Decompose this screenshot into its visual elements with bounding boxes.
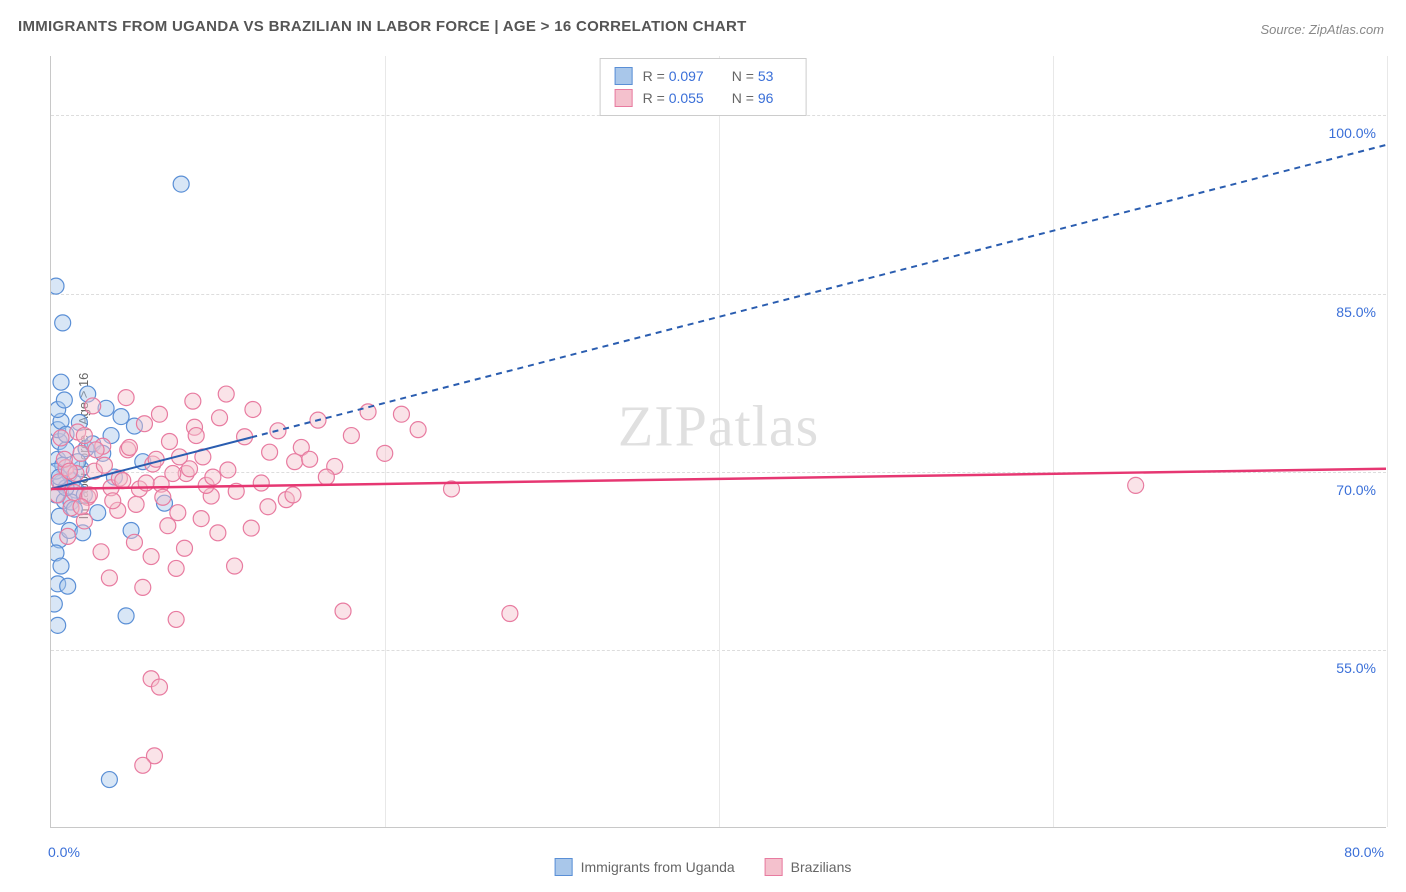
scatter-point <box>260 499 276 515</box>
scatter-point <box>377 445 393 461</box>
scatter-point <box>318 469 334 485</box>
chart-svg <box>51 56 1386 827</box>
scatter-point <box>285 487 301 503</box>
scatter-point <box>161 434 177 450</box>
scatter-point <box>168 560 184 576</box>
gridline-v <box>1387 56 1388 827</box>
scatter-point <box>135 579 151 595</box>
swatch-icon <box>615 67 633 85</box>
scatter-point <box>151 679 167 695</box>
scatter-point <box>335 603 351 619</box>
scatter-point <box>212 410 228 426</box>
scatter-point <box>113 409 129 425</box>
source-label: Source: ZipAtlas.com <box>1260 22 1384 37</box>
scatter-point <box>155 489 171 505</box>
scatter-point <box>128 496 144 512</box>
scatter-point <box>210 525 226 541</box>
plot-area: ZIPatlas 55.0%70.0%85.0%100.0% <box>50 56 1386 828</box>
scatter-point <box>121 439 137 455</box>
scatter-point <box>88 442 104 458</box>
r-value-1: 0.055 <box>669 90 704 106</box>
scatter-point <box>105 493 121 509</box>
scatter-point <box>85 398 101 414</box>
scatter-point <box>60 528 76 544</box>
scatter-point <box>393 406 409 422</box>
scatter-point <box>60 578 76 594</box>
legend-item-0: Immigrants from Uganda <box>555 858 735 876</box>
trend-line-dashed <box>251 145 1386 437</box>
legend-label-1: Brazilians <box>791 859 852 875</box>
legend-label-0: Immigrants from Uganda <box>581 859 735 875</box>
swatch-icon <box>615 89 633 107</box>
scatter-point <box>185 393 201 409</box>
scatter-point <box>53 430 69 446</box>
n-value-1: 96 <box>758 90 774 106</box>
scatter-point <box>148 451 164 467</box>
scatter-point <box>227 558 243 574</box>
scatter-point <box>61 463 77 479</box>
scatter-point <box>126 534 142 550</box>
series-legend: Immigrants from Uganda Brazilians <box>555 858 852 876</box>
scatter-point <box>262 444 278 460</box>
scatter-point <box>115 473 131 489</box>
r-value-0: 0.097 <box>669 68 704 84</box>
n-value-0: 53 <box>758 68 774 84</box>
scatter-point <box>53 374 69 390</box>
scatter-point <box>218 386 234 402</box>
scatter-point <box>168 611 184 627</box>
swatch-icon <box>555 858 573 876</box>
scatter-point <box>101 570 117 586</box>
scatter-point <box>193 511 209 527</box>
scatter-point <box>302 451 318 467</box>
scatter-point <box>53 558 69 574</box>
scatter-point <box>143 549 159 565</box>
scatter-point <box>170 505 186 521</box>
scatter-point <box>160 518 176 534</box>
scatter-point <box>410 422 426 438</box>
scatter-point <box>51 617 66 633</box>
trend-line-solid <box>51 469 1386 489</box>
scatter-point <box>177 540 193 556</box>
scatter-point <box>56 392 72 408</box>
scatter-point <box>173 176 189 192</box>
scatter-point <box>502 606 518 622</box>
scatter-point <box>73 445 89 461</box>
scatter-point <box>51 596 62 612</box>
scatter-point <box>51 278 64 294</box>
scatter-point <box>101 772 117 788</box>
stats-legend-row-0: R = 0.097 N = 53 <box>615 65 792 87</box>
scatter-point <box>165 466 181 482</box>
scatter-point <box>243 520 259 536</box>
scatter-point <box>151 406 167 422</box>
scatter-point <box>253 475 269 491</box>
scatter-point <box>118 390 134 406</box>
x-min-label: 0.0% <box>48 844 80 860</box>
scatter-point <box>220 462 236 478</box>
stats-legend-row-1: R = 0.055 N = 96 <box>615 87 792 109</box>
scatter-point <box>96 457 112 473</box>
swatch-icon <box>765 858 783 876</box>
scatter-point <box>135 757 151 773</box>
scatter-point <box>136 416 152 432</box>
scatter-point <box>343 428 359 444</box>
x-max-label: 80.0% <box>1344 844 1384 860</box>
scatter-point <box>205 469 221 485</box>
scatter-point <box>188 428 204 444</box>
scatter-point <box>118 608 134 624</box>
chart-title: IMMIGRANTS FROM UGANDA VS BRAZILIAN IN L… <box>18 18 747 35</box>
scatter-point <box>76 428 92 444</box>
scatter-point <box>1128 477 1144 493</box>
scatter-point <box>76 513 92 529</box>
scatter-point <box>245 401 261 417</box>
scatter-point <box>73 499 89 515</box>
scatter-point <box>55 315 71 331</box>
legend-item-1: Brazilians <box>765 858 852 876</box>
scatter-point <box>93 544 109 560</box>
stats-legend: R = 0.097 N = 53 R = 0.055 N = 96 <box>600 58 807 116</box>
scatter-point <box>287 454 303 470</box>
